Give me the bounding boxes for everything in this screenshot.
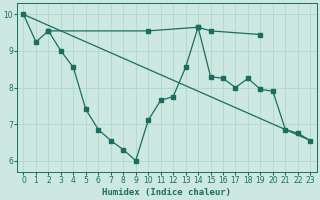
X-axis label: Humidex (Indice chaleur): Humidex (Indice chaleur) (102, 188, 231, 197)
